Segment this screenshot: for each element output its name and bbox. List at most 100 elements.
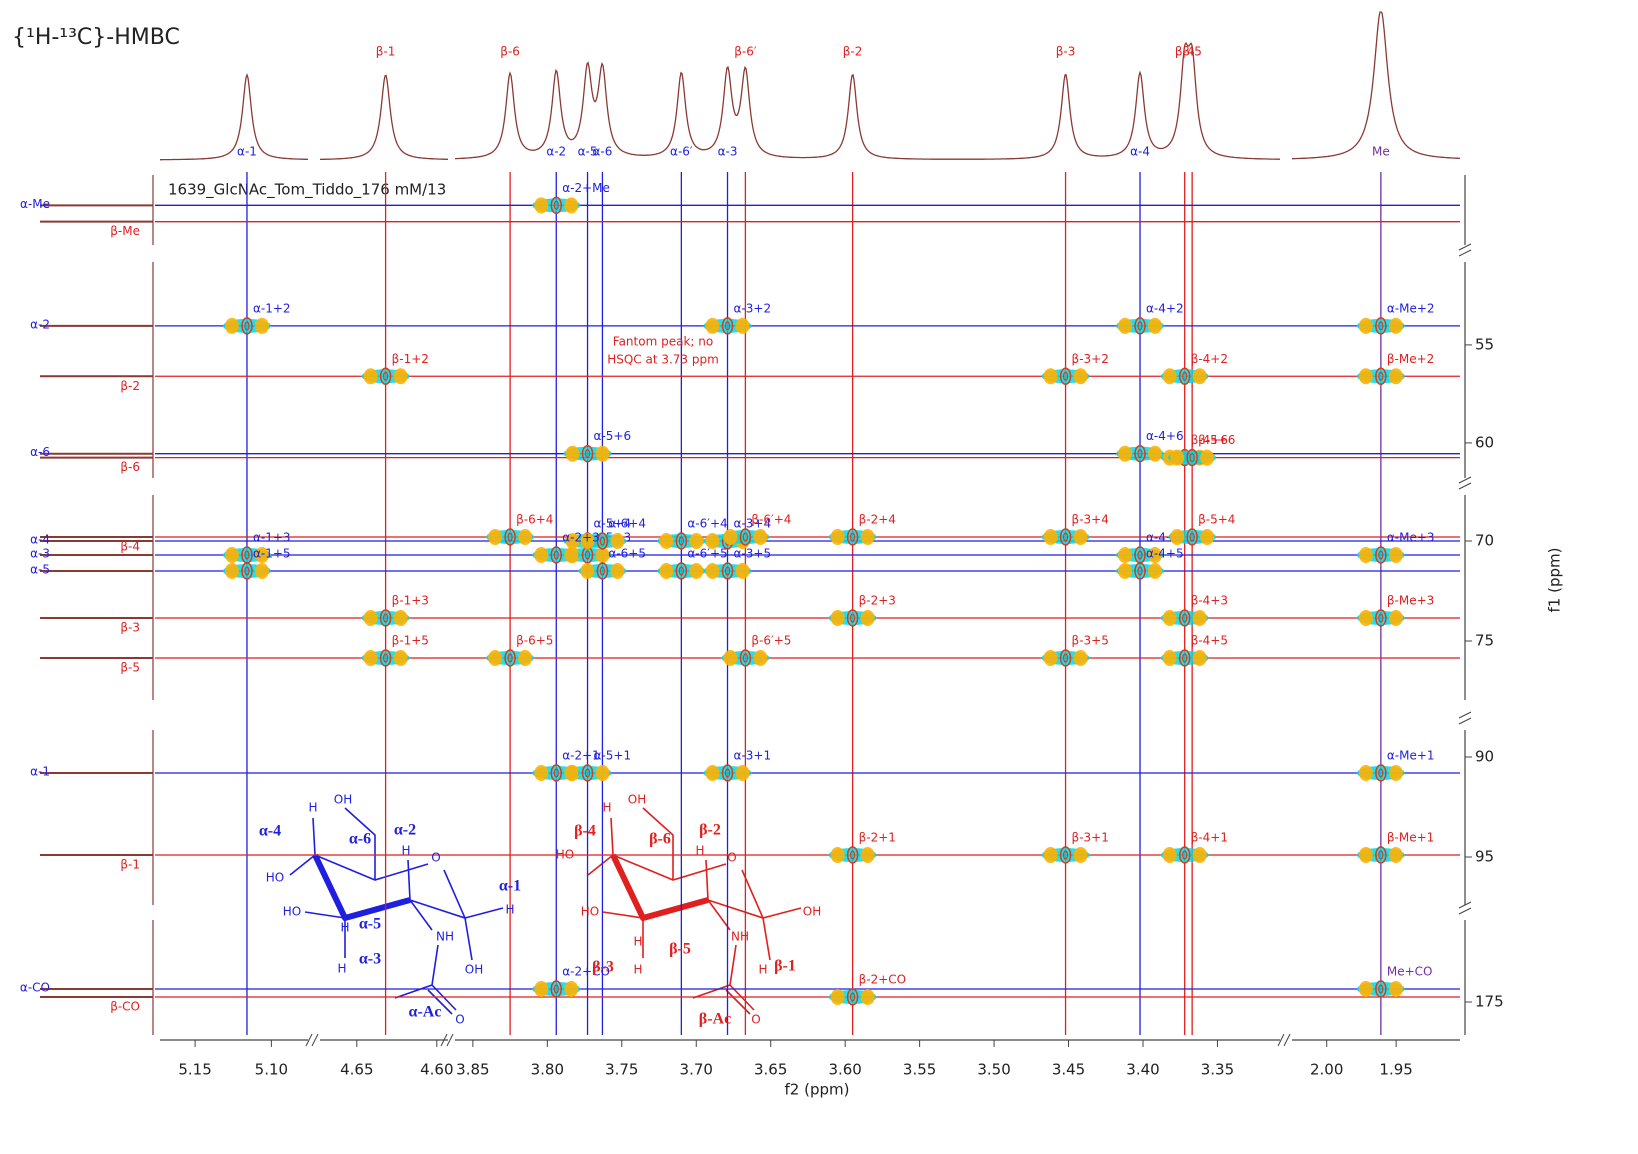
carbon-label: β-CO — [110, 1000, 140, 1014]
cross-peak-label: α-6′+4 — [687, 517, 727, 531]
contour-ring — [1375, 980, 1387, 998]
structure-label: OH — [465, 963, 483, 977]
x-tick-label: 5.10 — [255, 1061, 288, 1079]
structure-label: α-5 — [359, 916, 381, 933]
y-tick-label: 90 — [1475, 748, 1494, 766]
cross-peak-label: β-6′+4 — [751, 513, 791, 527]
negative-contour — [1388, 610, 1403, 626]
cross-peak-label: α-6+4 — [608, 517, 646, 531]
proton-projection — [319, 74, 448, 161]
contour-ring — [1378, 850, 1384, 860]
negative-contour — [595, 765, 610, 781]
contour-ring — [846, 609, 859, 627]
negative-contour — [1192, 650, 1207, 666]
negative-contour — [565, 533, 580, 549]
contour-ring — [584, 550, 591, 560]
contour-ring — [1134, 444, 1146, 463]
cross-peak-label: α-5+1 — [594, 749, 632, 763]
contour-ring — [596, 532, 609, 550]
negative-contour — [1073, 529, 1088, 545]
negative-contour — [363, 368, 378, 385]
cross-peak-label: α-1+2 — [253, 301, 291, 315]
contour-ring — [1378, 768, 1384, 778]
contour-ring — [721, 317, 734, 335]
negative-contour — [254, 317, 269, 334]
contour-ring — [379, 609, 392, 627]
axis-break — [440, 1033, 454, 1047]
cross-peak — [361, 649, 410, 667]
cross-peak-label: β-5+6 — [1198, 433, 1235, 447]
cross-peak — [1168, 448, 1217, 467]
structure-label: α-Ac — [409, 1004, 442, 1021]
bold-bond — [312, 853, 411, 921]
negative-contour — [1118, 547, 1133, 563]
negative-contour — [565, 445, 580, 462]
contour-ring — [581, 764, 594, 782]
contour-ring — [241, 317, 253, 335]
proton-label: α-4 — [1130, 145, 1150, 159]
negative-contour — [1118, 445, 1133, 462]
contour-ring — [675, 562, 688, 580]
cross-peak — [1041, 649, 1090, 667]
negative-contour — [254, 563, 269, 579]
structure-label: OH — [628, 793, 646, 807]
contour-ring — [1378, 613, 1384, 623]
proton-label: β-4 — [1175, 45, 1195, 59]
negative-contour — [1358, 981, 1373, 997]
x-tick-label: 3.50 — [977, 1061, 1010, 1079]
negative-contour — [610, 563, 625, 579]
negative-contour — [1388, 547, 1403, 563]
cross-peak — [1168, 528, 1217, 546]
contour-ring — [1378, 321, 1384, 331]
cross-peak — [828, 609, 877, 627]
cross-peak — [578, 562, 627, 580]
contour-ring — [553, 984, 559, 994]
structure-label: HO — [283, 905, 301, 919]
carbon-label: β-3 — [120, 621, 140, 635]
structure-label: H — [633, 935, 642, 949]
negative-contour — [564, 547, 579, 563]
negative-contour — [1200, 449, 1215, 466]
negative-contour — [860, 529, 875, 545]
contour-ring — [850, 992, 856, 1002]
negative-contour — [518, 529, 533, 545]
structure-label: α-2 — [394, 822, 416, 839]
negative-contour — [1192, 368, 1207, 385]
carbon-label: α-CO — [20, 981, 50, 995]
structure-label: α-3 — [359, 951, 381, 968]
cross-peak-label: β-6′+5 — [751, 634, 791, 648]
cross-peak — [1356, 846, 1405, 864]
x-tick-label: 2.00 — [1310, 1061, 1343, 1079]
proton-label: β-3 — [1056, 45, 1076, 59]
negative-contour — [1073, 368, 1088, 385]
cross-peak-label: β-4+6 — [1191, 433, 1228, 447]
negative-contour — [1118, 563, 1133, 579]
negative-contour — [753, 650, 768, 666]
proton-label: β-1 — [376, 45, 396, 59]
negative-contour — [224, 317, 239, 334]
proton-label: α-6 — [592, 145, 612, 159]
contour-ring — [1137, 449, 1143, 459]
contour-ring — [850, 532, 856, 542]
cross-peak-label: α-6′+5 — [687, 547, 727, 561]
negative-contour — [1358, 765, 1373, 781]
x-tick-label: 4.65 — [340, 1061, 373, 1079]
proton-label: β-2 — [843, 45, 863, 59]
negative-contour — [363, 610, 378, 626]
cross-peak — [532, 980, 581, 998]
negative-contour — [860, 847, 875, 863]
negative-contour — [705, 765, 720, 781]
carbon-label: β-2 — [120, 379, 140, 393]
x-tick-label: 3.35 — [1201, 1061, 1234, 1079]
cross-peak-label: α-2+CO — [562, 965, 610, 979]
cross-peak — [486, 649, 535, 667]
x-tick-label: 3.80 — [531, 1061, 564, 1079]
cross-peak — [1041, 846, 1090, 864]
contour-ring — [1134, 562, 1146, 580]
structure-label: NH — [731, 930, 749, 944]
negative-contour — [1170, 529, 1185, 545]
negative-contour — [518, 650, 533, 666]
contour-ring — [742, 653, 748, 663]
y-tick-label: 95 — [1475, 848, 1494, 866]
